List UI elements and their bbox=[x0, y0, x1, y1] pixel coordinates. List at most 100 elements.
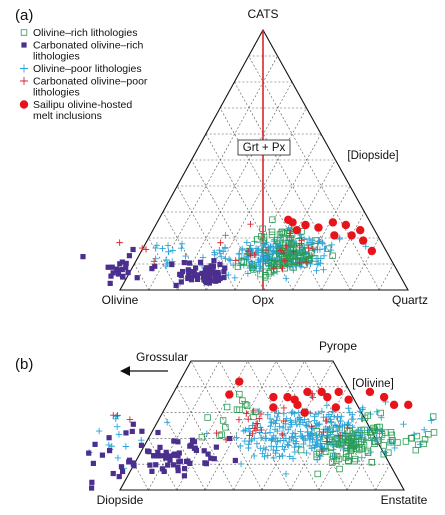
data-point-olivine-poor bbox=[112, 415, 119, 423]
data-point-olivine-rich bbox=[421, 436, 429, 443]
grid-line bbox=[148, 237, 178, 291]
data-point-olivine-poor bbox=[346, 409, 353, 416]
data-point-olivine-rich bbox=[299, 248, 306, 256]
projection-label-olivine: [Olivine] bbox=[352, 378, 394, 390]
data-point-carbonated-olivine-rich bbox=[226, 435, 233, 442]
data-point-carbonated-olivine-rich bbox=[206, 280, 212, 286]
data-point-olivine-rich bbox=[243, 402, 251, 409]
data-point-olivine-poor bbox=[254, 245, 262, 253]
data-point-olivine-poor bbox=[291, 443, 298, 451]
data-point-carbonated-olivine-rich bbox=[171, 438, 177, 444]
data-point-carbonated-olivine-rich bbox=[99, 452, 106, 458]
data-point-olivine-poor bbox=[274, 438, 281, 445]
data-point-olivine-poor bbox=[313, 422, 320, 430]
data-point-carbonated-olivine-rich bbox=[92, 441, 98, 447]
data-point-carbonated-olivine-poor bbox=[142, 246, 150, 253]
data-point-carbonated-olivine-rich bbox=[156, 453, 162, 459]
data-point-olivine-poor bbox=[231, 274, 239, 282]
data-point-olivine-poor bbox=[243, 239, 251, 246]
data-point-olivine-poor bbox=[292, 433, 299, 440]
data-point-olivine-poor bbox=[334, 413, 341, 421]
data-point-olivine-rich bbox=[262, 272, 269, 279]
data-point-carbonated-olivine-poor bbox=[309, 394, 317, 401]
data-point-olivine-poor bbox=[308, 445, 315, 452]
data-point-carbonated-olivine-rich bbox=[232, 457, 238, 464]
data-point-olivine-poor bbox=[261, 453, 268, 461]
data-point-olivine-poor bbox=[115, 431, 123, 438]
data-point-olivine-rich bbox=[238, 258, 246, 265]
data-point-carbonated-olivine-rich bbox=[119, 468, 126, 475]
data-point-olivine-poor bbox=[338, 413, 345, 420]
data-point-olivine-rich bbox=[268, 231, 276, 239]
data-point-carbonated-olivine-rich bbox=[106, 435, 112, 441]
axis-mark-opx: Opx bbox=[252, 293, 274, 307]
data-point-olivine-poor bbox=[358, 415, 365, 422]
data-point-olivine-poor bbox=[315, 421, 322, 428]
panel-a: (a) CATS Olivine Quartz Opx [Diopside] G… bbox=[13, 7, 428, 307]
data-point-carbonated-olivine-rich bbox=[21, 42, 27, 48]
data-point-sailipu-melt-inclusion bbox=[300, 408, 309, 417]
data-point-carbonated-olivine-poor bbox=[324, 438, 331, 445]
data-point-olivine-poor bbox=[278, 430, 286, 437]
data-point-carbonated-olivine-rich bbox=[202, 278, 209, 284]
data-point-olivine-poor bbox=[105, 441, 113, 449]
data-point-olivine-rich bbox=[360, 442, 368, 449]
data-point-olivine-poor bbox=[345, 405, 352, 412]
data-point-olivine-poor bbox=[298, 432, 305, 439]
data-point-olivine-rich bbox=[347, 447, 354, 455]
data-point-olivine-poor bbox=[216, 250, 224, 257]
data-point-carbonated-olivine-rich bbox=[161, 468, 167, 475]
data-point-olivine-poor bbox=[391, 444, 398, 452]
data-point-sailipu-melt-inclusion bbox=[334, 387, 343, 397]
data-point-carbonated-olivine-poor bbox=[281, 257, 288, 264]
data-point-olivine-rich bbox=[408, 435, 416, 442]
data-point-olivine-rich bbox=[329, 252, 336, 259]
data-point-olivine-poor bbox=[305, 418, 313, 425]
grid-line bbox=[318, 412, 362, 491]
grossular-label: Grossular bbox=[136, 350, 188, 364]
data-point-carbonated-olivine-rich bbox=[213, 444, 219, 450]
data-point-olivine-rich bbox=[327, 444, 335, 451]
data-point-olivine-poor bbox=[307, 430, 315, 438]
data-point-carbonated-olivine-rich bbox=[108, 273, 114, 279]
data-point-olivine-rich bbox=[345, 457, 352, 464]
panel-a-label: (a) bbox=[15, 7, 33, 24]
data-point-sailipu-melt-inclusion bbox=[292, 226, 302, 235]
data-point-carbonated-olivine-rich bbox=[199, 270, 205, 276]
data-point-carbonated-olivine-rich bbox=[191, 273, 197, 279]
data-point-olivine-poor bbox=[311, 417, 318, 424]
data-point-olivine-poor bbox=[316, 420, 323, 428]
data-point-olivine-poor bbox=[320, 266, 327, 273]
data-point-carbonated-olivine-rich bbox=[175, 464, 181, 471]
data-point-olivine-poor bbox=[274, 427, 281, 435]
data-point-carbonated-olivine-rich bbox=[176, 450, 182, 456]
data-point-olivine-poor bbox=[178, 244, 185, 252]
data-point-carbonated-olivine-rich bbox=[181, 259, 187, 266]
data-point-carbonated-olivine-rich bbox=[185, 267, 191, 273]
data-point-sailipu-melt-inclusion bbox=[347, 231, 356, 240]
data-point-carbonated-olivine-rich bbox=[179, 268, 186, 275]
data-point-olivine-poor bbox=[236, 262, 244, 269]
data-point-olivine-poor bbox=[249, 422, 256, 429]
data-point-olivine-rich bbox=[260, 234, 268, 241]
data-point-olivine-rich bbox=[303, 252, 311, 259]
data-point-carbonated-olivine-poor bbox=[344, 424, 351, 432]
data-point-olivine-poor bbox=[317, 453, 324, 460]
data-point-olivine-rich bbox=[325, 245, 332, 252]
legend-entry-label: lithologies bbox=[33, 87, 80, 99]
data-point-olivine-rich bbox=[376, 423, 383, 431]
data-point-olivine-rich bbox=[239, 397, 246, 404]
data-point-olivine-poor bbox=[237, 460, 245, 468]
grid-line bbox=[321, 211, 365, 291]
data-point-olivine-poor bbox=[292, 417, 299, 425]
data-point-carbonated-olivine-poor bbox=[250, 407, 257, 415]
data-point-carbonated-olivine-poor bbox=[246, 432, 253, 439]
data-point-carbonated-olivine-rich bbox=[170, 462, 177, 468]
data-point-olivine-rich bbox=[389, 437, 396, 444]
data-point-olivine-poor bbox=[279, 452, 286, 460]
vertex-enstatite: Enstatite bbox=[381, 493, 428, 507]
data-point-olivine-poor bbox=[289, 408, 296, 416]
data-point-carbonated-olivine-poor bbox=[290, 248, 297, 255]
data-point-olivine-rich bbox=[358, 426, 365, 434]
data-point-olivine-poor bbox=[251, 435, 258, 442]
